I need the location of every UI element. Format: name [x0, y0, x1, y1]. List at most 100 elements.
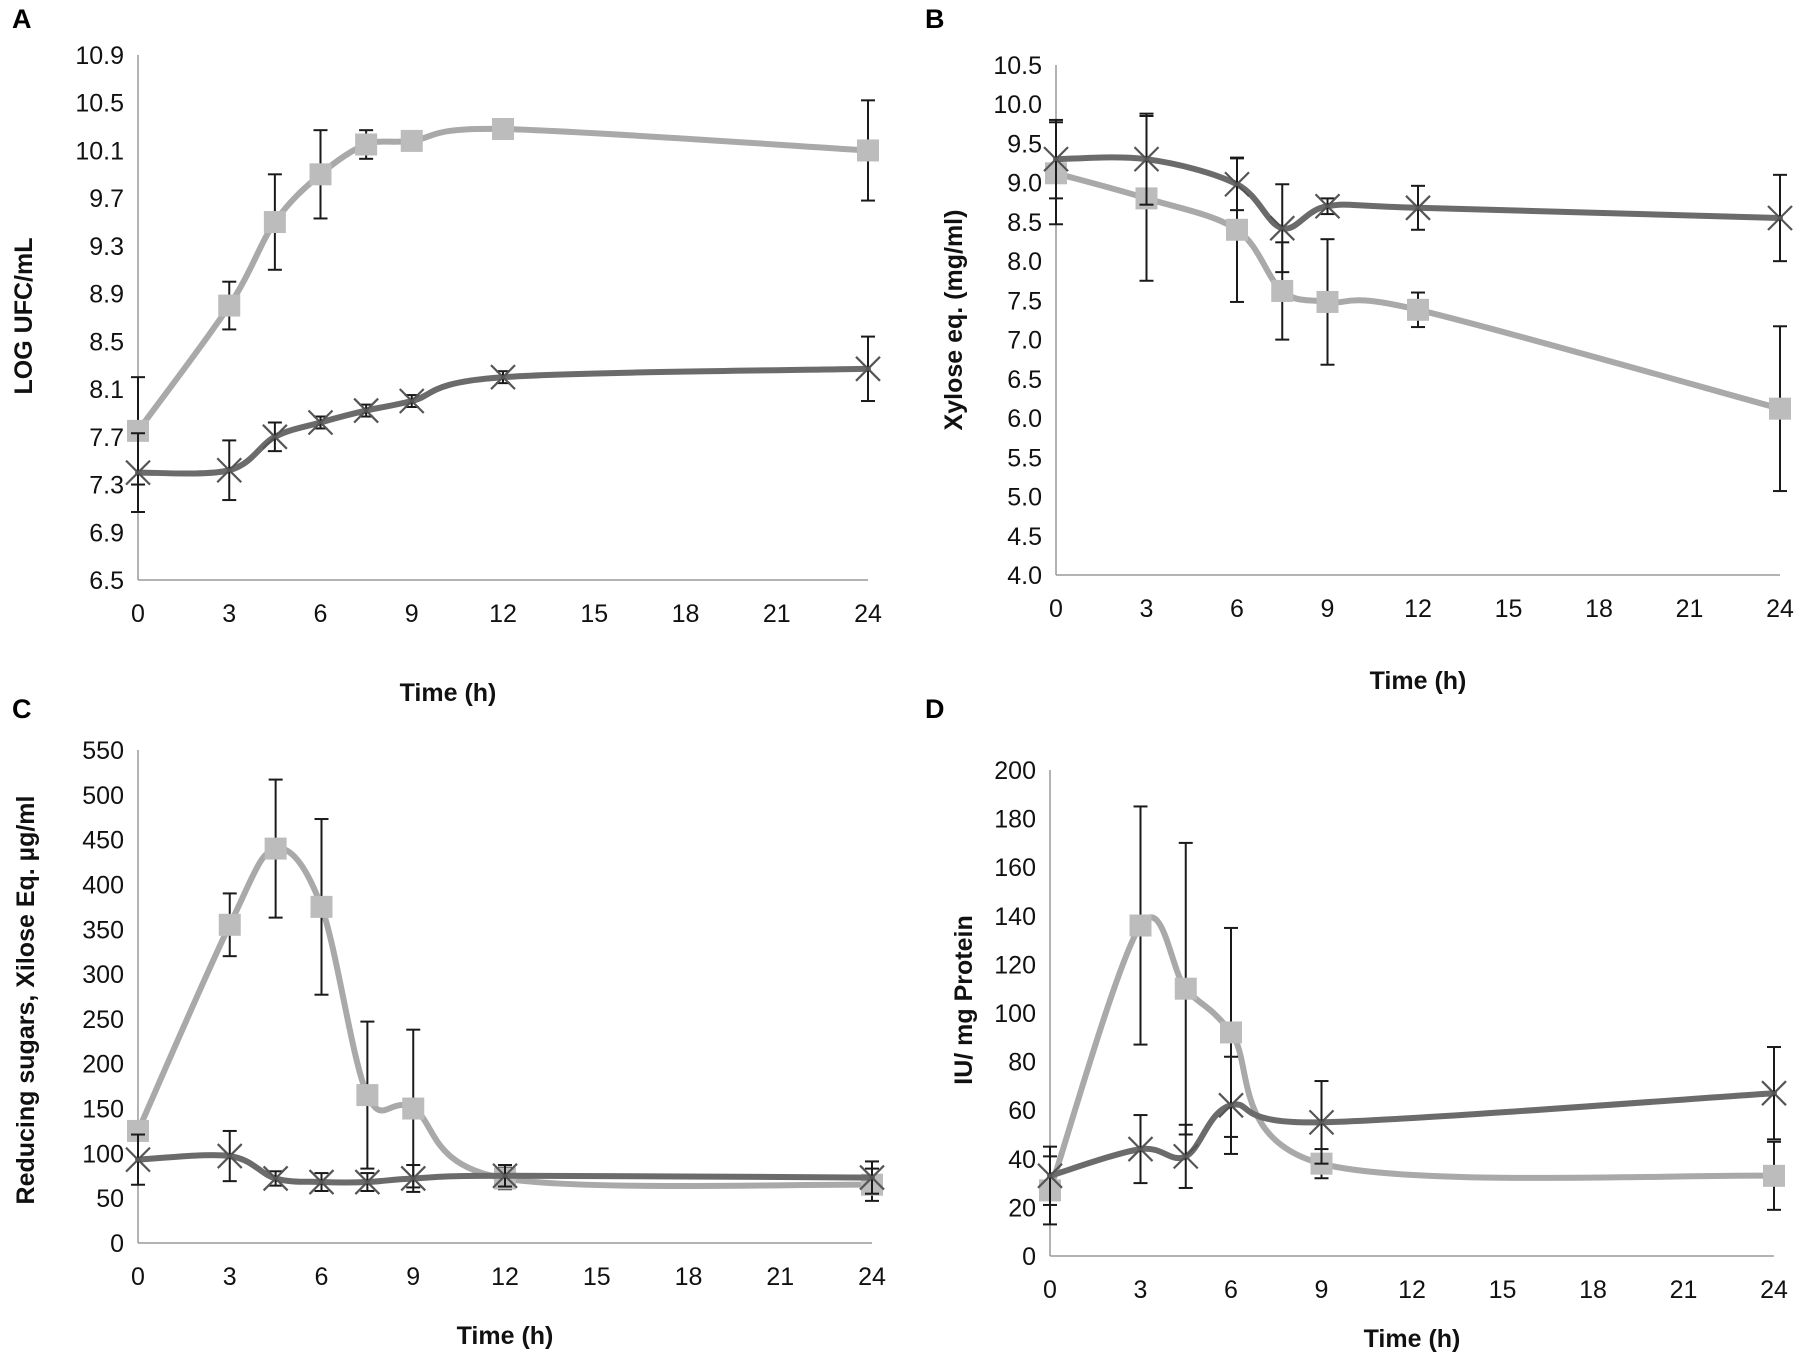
panel-b: B Time (h) Xylose eq. (mg/ml) 4.0 4.5 5.0 5…: [925, 4, 1794, 695]
x-tick-label: 9: [1315, 1276, 1329, 1304]
y-tick-label: 6.5: [89, 567, 124, 595]
x-axis-title: Time (h): [400, 679, 497, 707]
y-tick-label: 6.9: [89, 519, 124, 547]
y-tick-label: 80: [1008, 1049, 1036, 1077]
x-tick-label: 0: [1049, 595, 1063, 623]
data-point-x: [855, 356, 881, 382]
panel-letter-c: C: [12, 694, 32, 724]
y-tick-label: 9.3: [89, 233, 124, 261]
data-point-square: [309, 163, 332, 186]
data-point-x: [125, 1146, 151, 1173]
x-tick-label: 21: [763, 600, 791, 628]
x-tick-label: 12: [1398, 1276, 1426, 1304]
x-tick-label: 6: [1230, 595, 1244, 623]
data-point-x: [1218, 1092, 1244, 1119]
data-point-x-stroke: [1133, 146, 1160, 172]
y-tick-label: 150: [82, 1096, 124, 1124]
data-point-x: [1043, 146, 1069, 172]
data-point-x: [308, 1169, 335, 1195]
y-tick-label: 10.9: [75, 42, 124, 70]
x-tick-label: 15: [580, 600, 608, 628]
data-point-x-stroke: [125, 459, 151, 486]
data-point-x-stroke: [216, 457, 243, 484]
data-point-square: [356, 1084, 379, 1107]
y-tick-label: 10.5: [993, 52, 1042, 80]
x-tick-label: 24: [1766, 595, 1794, 623]
data-point-square: [127, 419, 149, 442]
data-point-x: [1037, 1163, 1063, 1189]
x-tick-label: 0: [1043, 1276, 1057, 1304]
x-tick-label: 15: [1489, 1276, 1517, 1304]
y-tick-label: 4.5: [1007, 523, 1042, 551]
data-point-x: [1308, 1109, 1335, 1136]
x-tick-label: 3: [222, 600, 236, 628]
data-point-x: [307, 409, 334, 436]
data-point-x-stroke: [262, 1165, 289, 1192]
data-point-x-stroke: [400, 1165, 427, 1192]
data-point-x-stroke: [1218, 1092, 1244, 1119]
data-point-x: [125, 459, 151, 486]
x-tick-label: 0: [131, 600, 145, 628]
y-tick-label: 550: [82, 737, 124, 765]
x-tick-label: 15: [583, 1263, 611, 1291]
x-axis-title: Time (h): [457, 1322, 554, 1350]
data-point-x: [1269, 215, 1296, 241]
y-tick-label: 10.5: [75, 90, 124, 118]
data-point-x: [354, 1169, 381, 1195]
data-point-x-stroke: [492, 1162, 518, 1189]
y-tick-label: 6.5: [1007, 366, 1042, 394]
y-tick-label: 300: [82, 961, 124, 989]
y-tick-label: 10.1: [75, 137, 124, 165]
data-point-x: [398, 388, 425, 414]
data-point-x-stroke: [859, 1164, 885, 1191]
x-tick-label: 12: [1404, 595, 1432, 623]
data-point-square: [402, 1097, 425, 1120]
x-tick-label: 3: [223, 1263, 237, 1291]
x-tick-label: 0: [131, 1263, 145, 1291]
x-tick-label: 6: [314, 600, 328, 628]
y-tick-label: 120: [994, 951, 1036, 979]
y-tick-label: 20: [1008, 1194, 1036, 1222]
data-point-x-stroke: [1127, 1136, 1154, 1162]
panel-letter-b: B: [925, 4, 945, 34]
y-axis-title: Reducing sugars, Xilose Eq. µg/ml: [12, 796, 40, 1205]
data-point-square: [1316, 290, 1339, 313]
y-tick-label: 100: [994, 1000, 1036, 1028]
panel-a: A Time (h) LOG UFC/mL 6.5 6.9 7.3 7.7 8.1 8.5…: [10, 4, 882, 707]
x-tick-label: 15: [1495, 595, 1523, 623]
data-point-x: [492, 1162, 518, 1189]
x-axis-title: Time (h): [1370, 667, 1467, 695]
x-tick-label: 18: [672, 600, 700, 628]
x-tick-label: 24: [858, 1263, 886, 1291]
y-tick-label: 400: [82, 871, 124, 899]
y-tick-label: 40: [1008, 1146, 1036, 1174]
data-point-square: [1271, 279, 1294, 302]
data-point-square: [1763, 1164, 1785, 1187]
data-point-x-stroke: [1308, 1109, 1335, 1136]
panel-letter-a: A: [12, 4, 32, 34]
data-point-x-stroke: [1314, 193, 1341, 220]
data-point-square: [263, 211, 286, 234]
y-tick-label: 250: [82, 1006, 124, 1034]
y-tick-label: 500: [82, 782, 124, 810]
y-tick-label: 0: [110, 1230, 124, 1258]
data-point-x-stroke: [308, 1169, 335, 1195]
data-point-square: [218, 913, 241, 936]
y-tick-label: 7.7: [89, 424, 124, 452]
y-tick-label: 140: [994, 903, 1036, 931]
data-point-x: [1224, 171, 1250, 198]
data-point-square: [1226, 218, 1248, 241]
data-point-x-stroke: [1767, 205, 1793, 231]
data-point-x-stroke: [1405, 195, 1431, 221]
data-point-x-stroke: [855, 356, 881, 382]
y-tick-label: 9.0: [1007, 170, 1042, 198]
data-point-square: [1174, 977, 1197, 1000]
x-tick-label: 21: [766, 1263, 794, 1291]
y-tick-label: 5.0: [1007, 484, 1042, 512]
y-tick-label: 200: [82, 1051, 124, 1079]
y-tick-label: 350: [82, 916, 124, 944]
data-point-x-stroke: [216, 1143, 243, 1169]
x-tick-label: 3: [1140, 595, 1154, 623]
data-point-x-stroke: [1761, 1080, 1787, 1106]
x-axis-title: Time (h): [1364, 1325, 1461, 1353]
